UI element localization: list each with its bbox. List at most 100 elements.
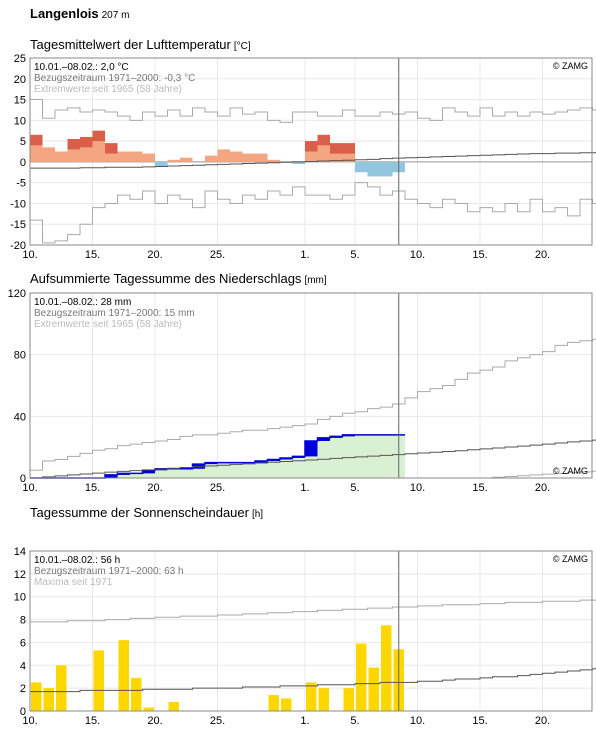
temperature-title-text: Tagesmittelwert der Lufttemperatur	[30, 37, 231, 52]
precip-cumulative-line	[30, 434, 405, 479]
sunshine-bar	[343, 688, 354, 711]
y-tick-label: 6	[20, 637, 26, 649]
credit-label: © ZAMG	[553, 554, 588, 564]
sunshine-bar	[56, 665, 67, 711]
precip-base-area	[292, 460, 305, 478]
precip-excess-area	[217, 462, 230, 466]
x-tick-label: 20.	[147, 249, 162, 261]
sunshine-panel-title: Tagessumme der Sonnenscheindauer [h]	[30, 505, 263, 520]
panel-0: -20 -15 -10 -5 0 5 10 15 20 25 10. 15. 20. 25. 1. 5. 10.…	[10, 53, 596, 261]
precip-daily-bar	[142, 470, 155, 474]
precip-daily-bar	[255, 461, 268, 463]
temperature-bar	[155, 161, 168, 167]
precipitation-title-text: Aufsummierte Tagessumme des Niederschlag…	[30, 271, 302, 286]
normal-line	[30, 152, 596, 169]
x-tick-label: 1.	[300, 715, 309, 727]
info-line-0: 10.01.–08.02.: 56 h	[34, 555, 120, 566]
precip-excess-area	[292, 456, 305, 461]
precip-base-area	[317, 459, 330, 478]
temperature-bar	[55, 151, 68, 162]
temperature-bar	[292, 161, 305, 164]
x-tick-label: 25.	[210, 715, 225, 727]
precip-excess-area	[230, 462, 243, 465]
temperature-bar	[255, 153, 268, 162]
max-extreme-line	[30, 338, 596, 471]
plot-frame	[29, 292, 593, 479]
min-extreme-line	[30, 182, 596, 244]
sunshine-bar	[31, 682, 42, 711]
precipitation-panel-title: Aufsummierte Tagessumme des Niederschlag…	[30, 271, 327, 286]
credit-label: © ZAMG	[553, 466, 588, 476]
temperature-bar	[217, 149, 230, 162]
sunshine-bar	[318, 688, 329, 711]
precip-base-area	[280, 461, 293, 478]
max-extreme-line	[30, 599, 596, 623]
x-tick-label: 15.	[472, 249, 487, 261]
y-tick-label: -20	[10, 240, 26, 252]
temperature-anomaly-bar	[92, 130, 105, 142]
y-tick-label: -15	[10, 219, 26, 231]
plot-frame	[29, 550, 593, 712]
precip-base-area	[342, 457, 355, 478]
max-extreme-line	[30, 99, 596, 123]
info-line-1: Bezugszeitraum 1971–2000: 63 h	[34, 566, 184, 577]
precip-base-area	[267, 462, 280, 478]
precip-daily-bar	[280, 457, 293, 460]
temperature-bar	[205, 155, 218, 162]
temperature-bar	[42, 147, 55, 162]
normal-line	[30, 439, 596, 479]
y-tick-label: 40	[14, 411, 26, 423]
y-tick-label: -5	[16, 178, 26, 190]
precip-base-area	[130, 473, 143, 478]
temperature-anomaly-bar	[305, 141, 318, 152]
x-tick-label: 10.	[22, 482, 37, 494]
x-tick-label: 1.	[300, 249, 309, 261]
info-line-1: Bezugszeitraum 1971–2000: -0,3 °C	[34, 73, 195, 84]
precip-base-area	[155, 469, 168, 478]
info-line-1: Bezugszeitraum 1971–2000: 15 mm	[34, 308, 195, 319]
temperature-unit: [°C]	[233, 41, 251, 52]
x-tick-label: 20.	[147, 482, 162, 494]
sunshine-bar	[268, 695, 279, 711]
y-tick-label: 12	[14, 569, 26, 581]
precip-base-area	[205, 465, 218, 478]
temperature-anomaly-bar	[67, 139, 80, 150]
precip-excess-area	[380, 434, 393, 456]
x-tick-label: 20.	[535, 482, 550, 494]
y-tick-label: 8	[20, 615, 26, 627]
temperature-anomaly-bar	[30, 134, 43, 146]
sunshine-bar	[368, 667, 379, 711]
sunshine-bar	[306, 682, 317, 711]
info-line-0: 10.01.–08.02.: 2,0 °C	[34, 62, 129, 73]
precip-daily-bar	[330, 436, 343, 438]
sunshine-bar	[131, 677, 142, 711]
y-tick-label: -10	[10, 198, 26, 210]
info-line-2: Extremwerte seit 1965 (58 Jahre)	[34, 319, 182, 330]
precip-daily-bar	[267, 459, 280, 462]
temperature-bar	[167, 159, 180, 162]
normal-line	[30, 668, 596, 693]
sunshine-title-text: Tagessumme der Sonnenscheindauer	[30, 505, 249, 520]
precip-base-area	[167, 468, 180, 478]
x-tick-label: 15.	[85, 715, 100, 727]
precip-daily-bar	[105, 474, 118, 478]
x-tick-label: 1.	[300, 482, 309, 494]
y-tick-label: 15	[14, 95, 26, 107]
precip-excess-area	[355, 434, 368, 457]
station-title: Langenlois 207 m	[30, 6, 129, 21]
temperature-anomaly-bar	[80, 136, 93, 148]
x-tick-label: 15.	[472, 715, 487, 727]
x-tick-label: 25.	[210, 482, 225, 494]
precip-excess-area	[205, 462, 218, 466]
sunshine-bar	[168, 701, 179, 711]
x-tick-label: 10.	[22, 715, 37, 727]
sunshine-bar	[118, 640, 129, 711]
y-tick-label: 2	[20, 683, 26, 695]
precip-excess-area	[280, 457, 293, 462]
precip-excess-area	[342, 434, 355, 458]
y-tick-label: 120	[8, 288, 26, 300]
x-tick-label: 10.	[22, 249, 37, 261]
x-tick-label: 5.	[350, 715, 359, 727]
y-tick-label: 80	[14, 350, 26, 362]
